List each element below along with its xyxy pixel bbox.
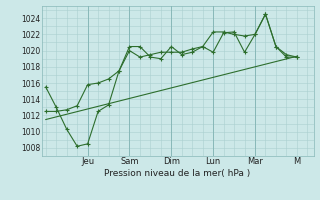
X-axis label: Pression niveau de la mer( hPa ): Pression niveau de la mer( hPa ) bbox=[104, 169, 251, 178]
